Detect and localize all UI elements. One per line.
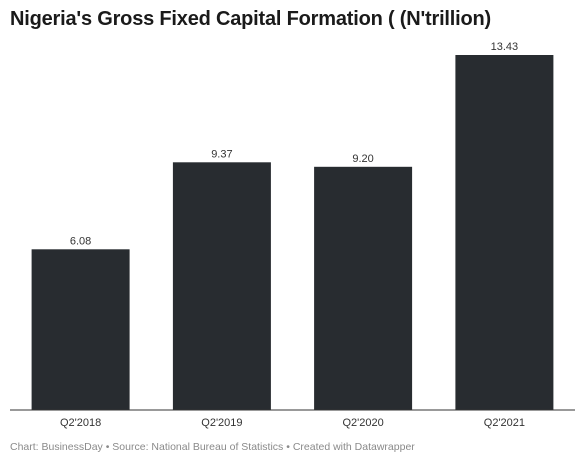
chart-footer: Chart: BusinessDay • Source: National Bu… <box>10 441 415 453</box>
value-label-3: 13.43 <box>491 41 519 53</box>
bars-group <box>31 55 554 410</box>
value-label-2: 9.20 <box>352 153 373 165</box>
x-tick-label-0: Q2'2018 <box>60 417 101 429</box>
bar-1 <box>172 162 271 410</box>
x-tick-labels-group: Q2'2018 Q2'2019 Q2'2020 Q2'2021 <box>60 417 525 429</box>
value-labels-group: 6.08 9.37 9.20 13.43 <box>70 41 518 247</box>
value-label-1: 9.37 <box>211 148 232 160</box>
bar-0 <box>31 249 130 410</box>
bar-2 <box>314 166 413 410</box>
chart-title: Nigeria's Gross Fixed Capital Formation … <box>10 8 491 30</box>
x-tick-label-1: Q2'2019 <box>201 417 242 429</box>
x-tick-label-3: Q2'2021 <box>484 417 525 429</box>
value-label-0: 6.08 <box>70 235 91 247</box>
x-tick-label-2: Q2'2020 <box>342 417 383 429</box>
bar-3 <box>455 55 554 410</box>
